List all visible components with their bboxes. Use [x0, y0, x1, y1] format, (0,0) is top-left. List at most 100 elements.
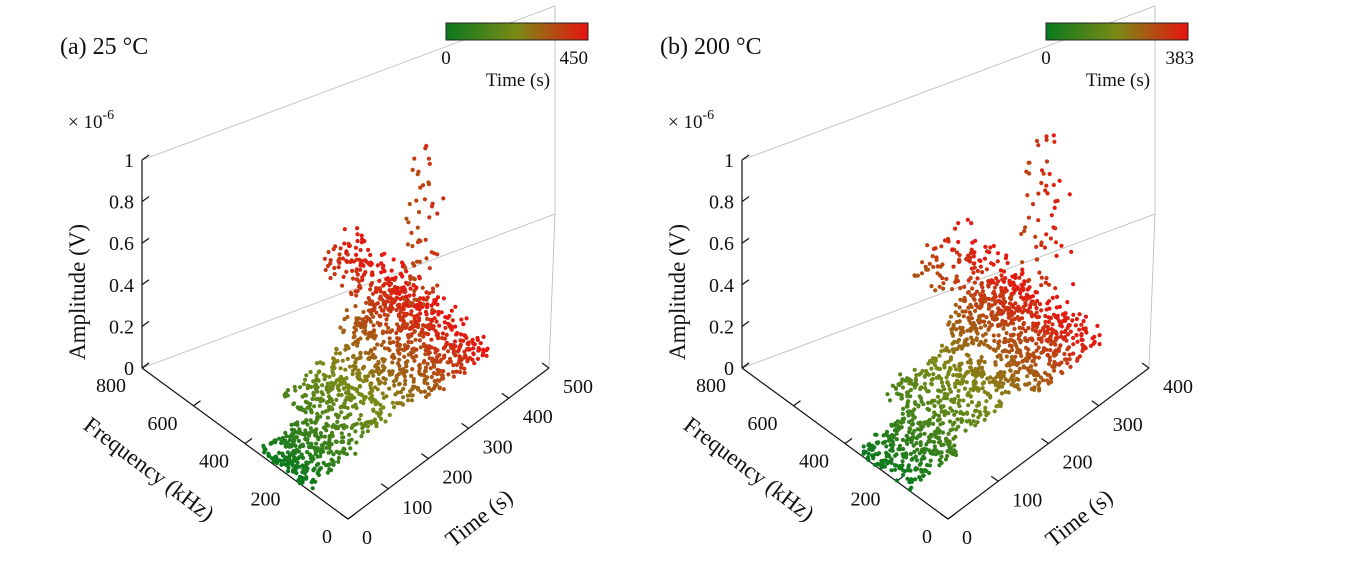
data-point	[909, 477, 914, 482]
data-point	[305, 449, 310, 455]
data-point	[1067, 192, 1072, 197]
panel-a-points	[261, 143, 490, 491]
data-point	[430, 307, 435, 313]
data-point	[945, 380, 950, 385]
data-point	[871, 454, 876, 459]
data-point	[360, 430, 365, 435]
data-point	[439, 357, 444, 362]
data-point	[390, 306, 395, 311]
data-point	[1029, 364, 1034, 369]
data-point	[1074, 316, 1079, 322]
data-point	[326, 394, 332, 399]
data-point	[1043, 323, 1048, 329]
data-point	[296, 449, 301, 454]
data-point	[1016, 361, 1021, 366]
data-point	[361, 309, 366, 315]
data-point	[320, 383, 325, 388]
panel-a-zscale: × 10-6	[68, 108, 114, 133]
panel-b-x-axis-title: Time (s)	[1041, 484, 1118, 552]
data-point	[425, 361, 430, 366]
data-point	[302, 377, 308, 382]
data-point	[967, 310, 972, 315]
data-point	[1027, 355, 1032, 360]
data-point	[371, 408, 376, 413]
data-point	[1049, 341, 1054, 346]
data-point	[430, 289, 436, 294]
data-point	[1023, 301, 1028, 306]
data-point	[1084, 330, 1089, 335]
data-point	[874, 432, 879, 437]
data-point	[407, 281, 412, 286]
data-point	[1013, 341, 1018, 346]
data-point	[323, 409, 328, 414]
data-point	[365, 424, 370, 429]
data-point	[387, 283, 392, 288]
data-point	[919, 469, 924, 474]
data-point	[953, 449, 958, 454]
data-point	[350, 372, 355, 377]
data-point	[422, 343, 427, 349]
data-point	[332, 265, 337, 271]
data-point	[889, 468, 894, 473]
data-point	[454, 362, 459, 367]
data-point	[384, 322, 389, 327]
data-point	[1068, 364, 1073, 369]
data-point	[354, 269, 359, 274]
data-point	[358, 321, 363, 326]
data-point	[342, 401, 347, 406]
data-point	[1035, 298, 1040, 304]
z-tick-mark	[741, 362, 750, 369]
data-point	[402, 369, 407, 374]
data-point	[421, 183, 426, 188]
data-point	[283, 455, 288, 460]
data-point	[464, 316, 469, 321]
data-point	[1053, 336, 1058, 341]
data-point	[1010, 373, 1015, 378]
data-point	[1030, 359, 1035, 364]
data-point	[952, 381, 958, 386]
data-point	[312, 404, 317, 409]
data-point	[992, 338, 997, 343]
data-point	[971, 386, 976, 391]
data-point	[357, 316, 362, 321]
data-point	[344, 259, 350, 264]
data-point	[1033, 377, 1038, 382]
data-point	[908, 451, 913, 456]
data-point	[950, 247, 955, 252]
y-tick-mark	[244, 438, 253, 444]
data-point	[1007, 301, 1013, 306]
data-point	[932, 403, 937, 409]
data-point	[956, 337, 962, 343]
data-point	[927, 438, 932, 443]
data-point	[437, 378, 442, 383]
data-point	[938, 439, 943, 444]
data-point	[349, 292, 354, 297]
data-point	[476, 346, 481, 351]
data-point	[338, 374, 344, 379]
data-point	[1050, 295, 1055, 300]
data-point	[936, 413, 941, 418]
data-point	[881, 440, 886, 446]
data-point	[306, 433, 312, 438]
data-point	[1000, 384, 1005, 389]
data-point	[1017, 332, 1022, 338]
data-point	[321, 398, 326, 403]
data-point	[932, 398, 937, 403]
data-point	[403, 313, 408, 318]
data-point	[417, 338, 422, 343]
data-point	[1000, 349, 1005, 354]
data-point	[919, 271, 925, 276]
data-point	[362, 258, 367, 263]
data-point	[956, 221, 961, 226]
data-point	[980, 386, 985, 391]
data-point	[987, 304, 992, 309]
data-point	[353, 451, 358, 456]
data-point	[932, 410, 937, 415]
data-point	[331, 452, 336, 457]
data-point	[351, 423, 356, 428]
data-point	[357, 417, 362, 422]
data-point	[279, 440, 284, 446]
data-point	[405, 393, 410, 398]
data-point	[424, 256, 429, 261]
